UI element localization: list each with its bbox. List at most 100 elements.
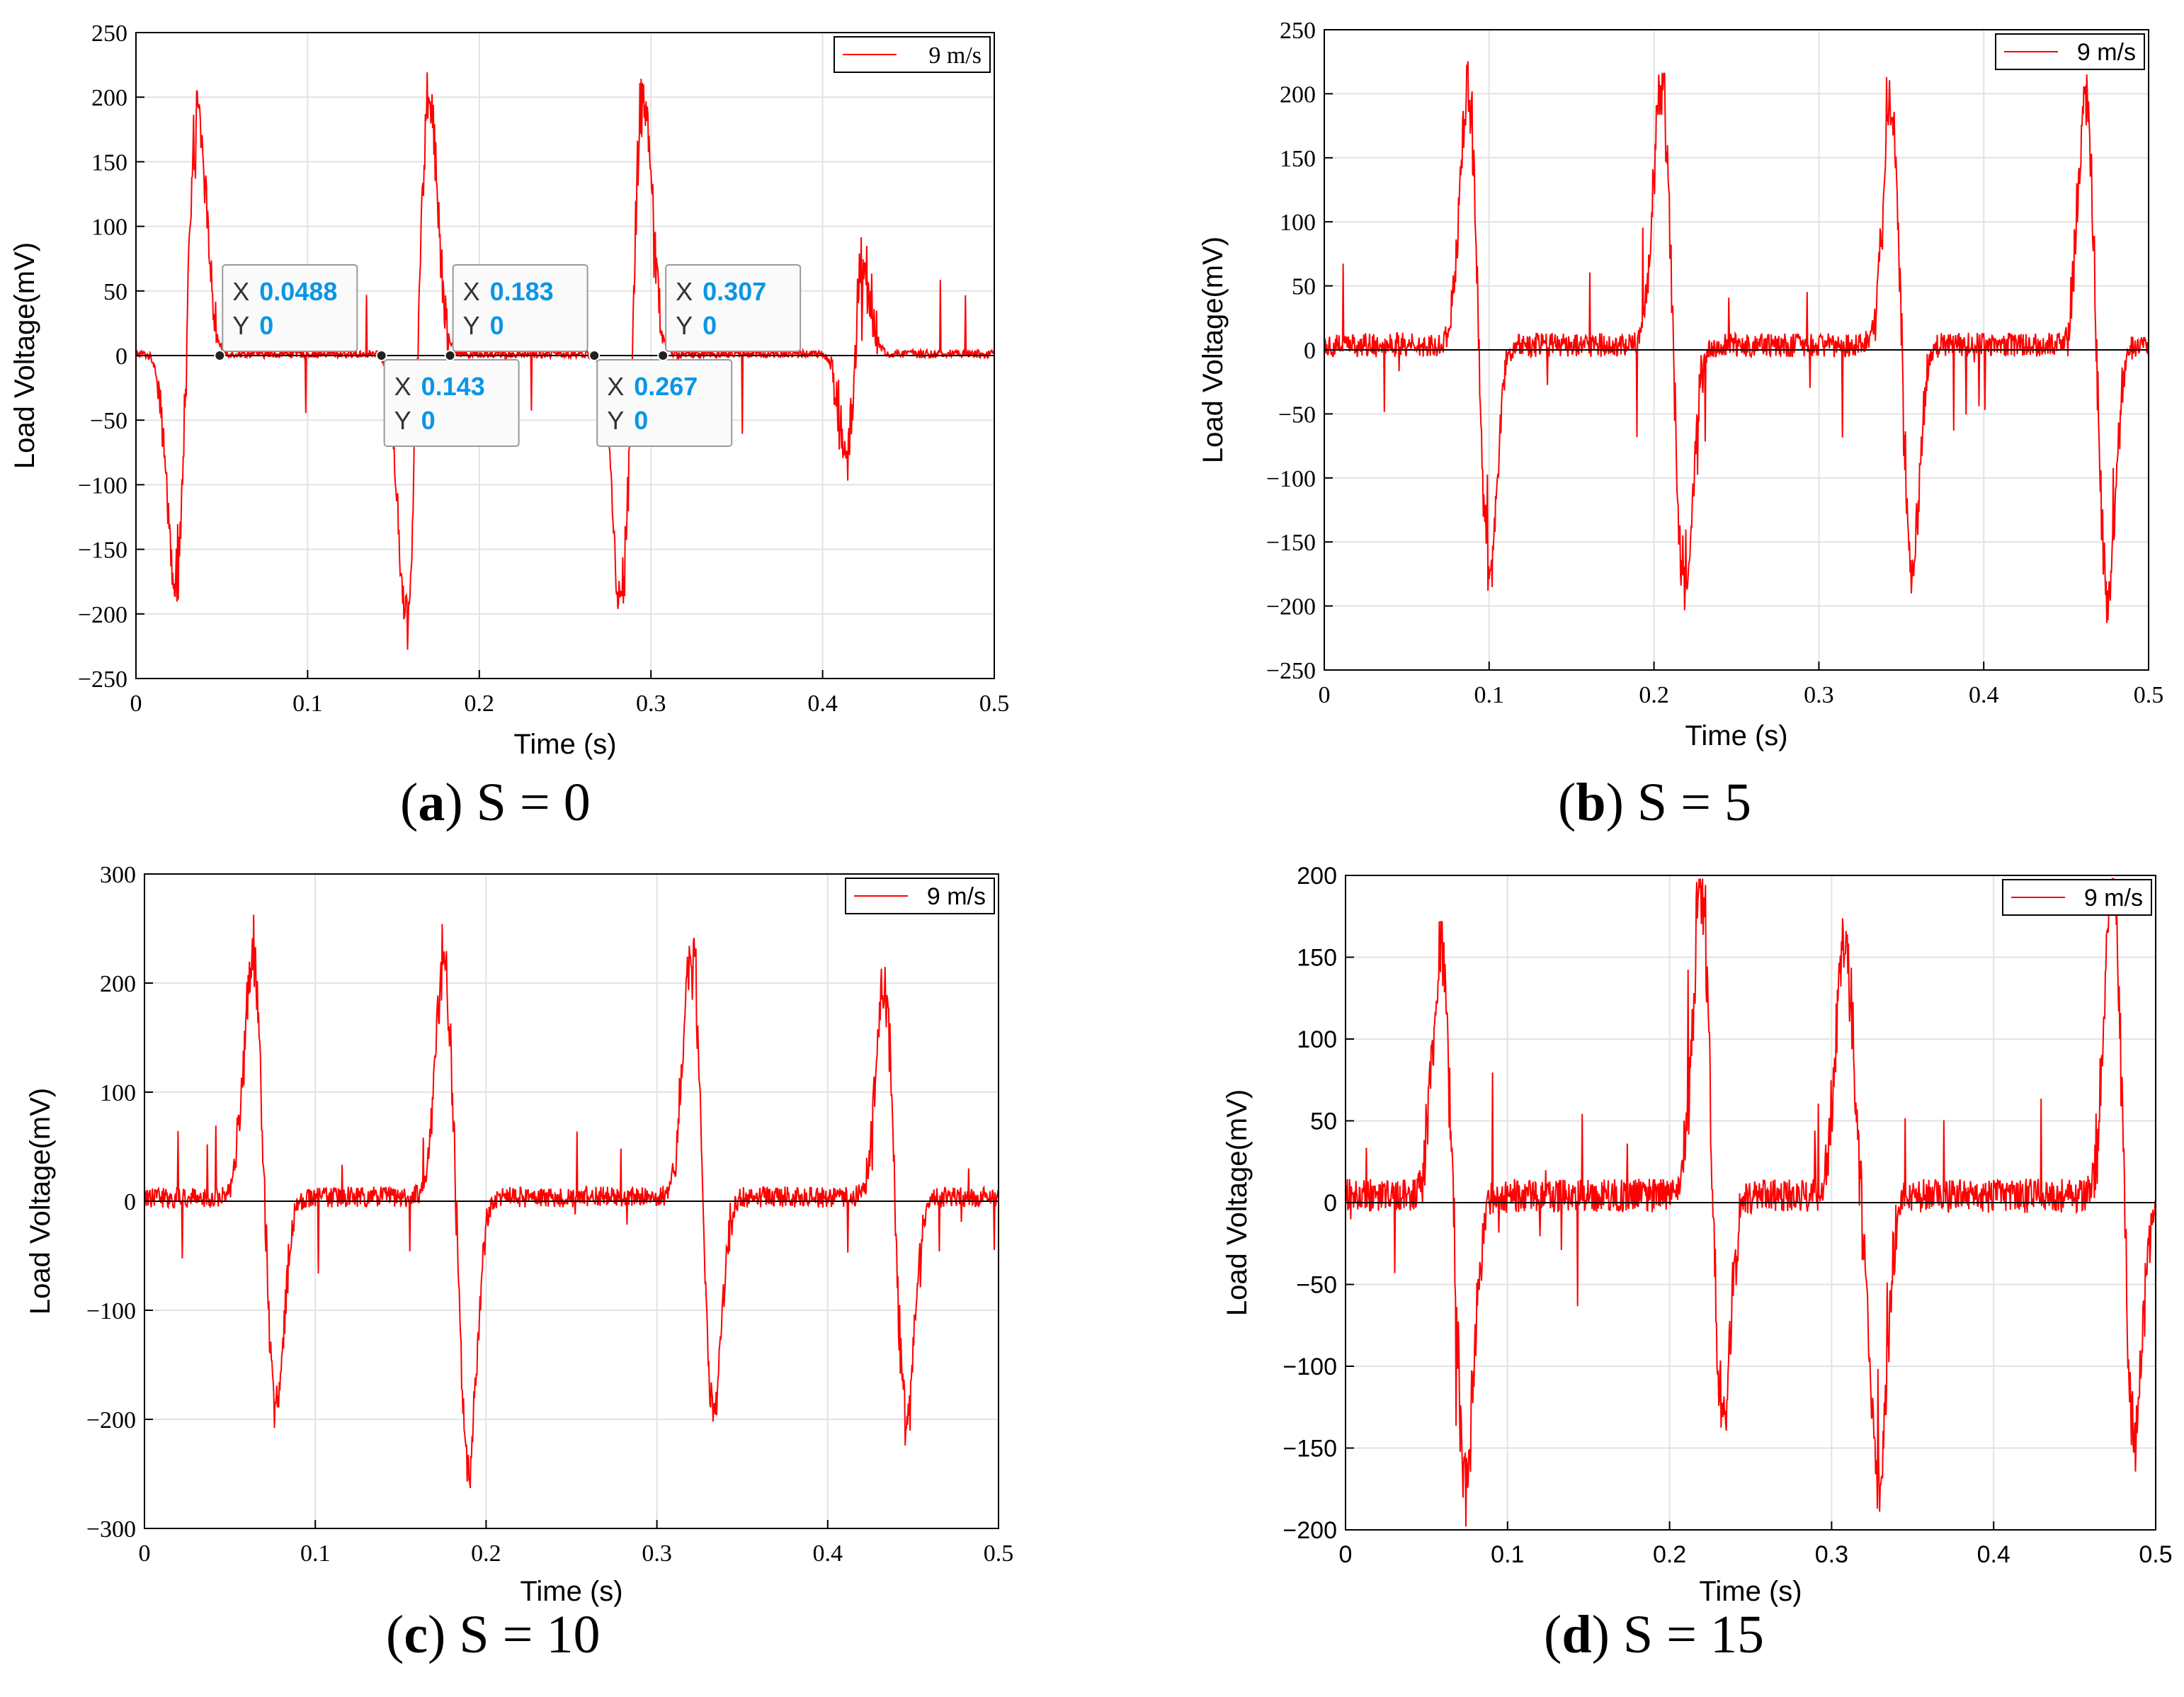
chart-b-svg: 0 0.1 0.2 0.3 0.4 0.5 −250 −200 −150 −100 −50 0 50 10… [1198, 18, 2164, 751]
y-tick-label: −200 [1282, 1517, 1337, 1544]
chart-a-svg: 0 0.1 0.2 0.3 0.4 0.5 −250 −200 −150 −100 −50 0 50 10… [9, 21, 1010, 760]
x-axis-label: Time (s) [1685, 720, 1787, 751]
chart-panel-a: 0 0.1 0.2 0.3 0.4 0.5 −250 −200 −150 −100 −50 0 50 10… [0, 0, 1076, 836]
x-tick-label: 0.4 [813, 1540, 843, 1567]
y-axis-label: Load Voltage(mV) [1222, 1089, 1253, 1316]
x-axis-label: Time (s) [1699, 1576, 1802, 1607]
x-tick-label: 0.1 [292, 691, 323, 717]
y-axis-label: Load Voltage(mV) [1198, 237, 1229, 463]
x-tick-label: 0 [139, 1540, 151, 1567]
x-tick-label: 0.4 [1969, 682, 1999, 708]
datatip-y-value: 0 [259, 311, 273, 340]
x-tick-label: 0.3 [1804, 682, 1834, 708]
x-tick-label: 0.2 [1653, 1541, 1686, 1568]
y-tick-label: −100 [78, 472, 127, 499]
chart-panel-b: 0 0.1 0.2 0.3 0.4 0.5 −250 −200 −150 −100 −50 0 50 10… [1091, 0, 2184, 836]
y-tick-label: −200 [86, 1407, 136, 1434]
series-line-9ms [1324, 61, 2149, 623]
y-tick-label: −100 [1282, 1353, 1337, 1380]
y-tick-label: 100 [100, 1080, 136, 1106]
x-tick-label: 0.1 [1491, 1541, 1524, 1568]
y-tick-label: 100 [1297, 1026, 1337, 1053]
y-tick-label: 0 [115, 344, 127, 370]
datatip-marker[interactable] [588, 350, 601, 361]
x-tick-label: 0.5 [979, 691, 1010, 717]
y-tick-label: −250 [1266, 658, 1316, 684]
chart-panel-c: 0 0.1 0.2 0.3 0.4 0.5 −300 −200 −100 0 100 200 300 Ti… [0, 836, 1076, 1697]
y-tick-label: 200 [1297, 863, 1337, 890]
x-tick-label: 0.4 [1977, 1541, 2010, 1568]
datatip-x-value: 0.307 [703, 277, 766, 306]
datatip[interactable]: X 0.267 Y 0 [588, 350, 733, 447]
y-tick-label: −150 [78, 538, 127, 564]
y-tick-label: 200 [1280, 81, 1316, 108]
datatip-x-label: X [676, 277, 693, 306]
legend: 9 m/s [2002, 879, 2152, 916]
x-tick-label: 0.2 [471, 1540, 501, 1567]
x-tick-label: 0.5 [2139, 1541, 2172, 1568]
y-tick-label: −50 [1278, 402, 1316, 428]
legend-label: 9 m/s [927, 883, 986, 910]
x-tick-label: 0.5 [2134, 682, 2164, 708]
y-tick-label: −200 [78, 602, 127, 628]
datatip-y-label: Y [463, 311, 480, 340]
datatip[interactable]: X 0.0488 Y 0 [214, 264, 358, 361]
y-tick-label: 250 [91, 21, 127, 47]
x-tick-label: 0.3 [1815, 1541, 1848, 1568]
datatip-x-value: 0.143 [421, 372, 485, 401]
datatip-y-value: 0 [634, 406, 648, 435]
y-tick-label: −150 [1282, 1436, 1337, 1463]
x-tick-label: 0.1 [300, 1540, 331, 1567]
datatip-y-label: Y [676, 311, 693, 340]
datatip-x-value: 0.0488 [259, 277, 337, 306]
datatip-box [452, 264, 588, 352]
datatip-marker[interactable] [214, 350, 226, 361]
x-tick-label: 0.3 [636, 691, 666, 717]
y-tick-label: −50 [1296, 1272, 1337, 1299]
datatip-x-label: X [232, 277, 249, 306]
datatip-box [222, 264, 358, 352]
y-tick-label: 50 [1310, 1108, 1337, 1135]
caption-b: (b) S = 5 [1558, 773, 1752, 832]
y-tick-label: 0 [1304, 338, 1316, 364]
datatip-box [665, 264, 802, 352]
x-tick-label: 0.4 [807, 691, 838, 717]
legend: 9 m/s [834, 36, 991, 73]
datatip-marker[interactable] [375, 350, 387, 361]
y-axis-label: Load Voltage(mV) [25, 1088, 56, 1315]
datatip-marker[interactable] [444, 350, 456, 361]
y-tick-label: 150 [1297, 945, 1337, 972]
y-tick-label: 250 [1280, 18, 1316, 44]
x-tick-label: 0.2 [465, 691, 495, 717]
datatip[interactable]: X 0.143 Y 0 [375, 350, 520, 447]
datatip-x-value: 0.267 [634, 372, 698, 401]
datatip-y-value: 0 [703, 311, 717, 340]
datatip-x-label: X [394, 372, 411, 401]
x-tick-label: 0 [1319, 682, 1331, 708]
datatip[interactable]: X 0.307 Y 0 [657, 264, 802, 361]
y-tick-label: −100 [1266, 466, 1316, 492]
y-tick-label: 150 [91, 149, 127, 176]
datatip[interactable]: X 0.183 Y 0 [444, 264, 588, 361]
y-tick-label: −150 [1266, 530, 1316, 556]
datatip-y-label: Y [607, 406, 624, 435]
x-tick-label: 0.2 [1639, 682, 1669, 708]
x-axis-label: Time (s) [520, 1576, 622, 1607]
y-tick-label: 100 [1280, 210, 1316, 236]
datatip-marker[interactable] [657, 350, 669, 361]
series-line-9ms [144, 914, 999, 1489]
chart-panel-d: 0 0.1 0.2 0.3 0.4 0.5 −200 −150 −100 −50 0 50 100 150… [1091, 836, 2184, 1697]
datatip-y-label: Y [232, 311, 249, 340]
y-tick-label: 50 [1292, 274, 1316, 300]
y-tick-label: −300 [86, 1516, 136, 1543]
y-tick-label: −200 [1266, 594, 1316, 620]
legend-label: 9 m/s [928, 42, 982, 69]
chart-c-svg: 0 0.1 0.2 0.3 0.4 0.5 −300 −200 −100 0 100 200 300 Ti… [25, 862, 1013, 1607]
y-tick-label: 200 [91, 85, 127, 111]
y-tick-label: 100 [91, 215, 127, 241]
x-tick-label: 0.3 [642, 1540, 672, 1567]
y-tick-label: 0 [124, 1189, 136, 1215]
y-tick-label: 150 [1280, 146, 1316, 172]
y-tick-label: 50 [103, 279, 127, 305]
datatip-y-value: 0 [490, 311, 504, 340]
